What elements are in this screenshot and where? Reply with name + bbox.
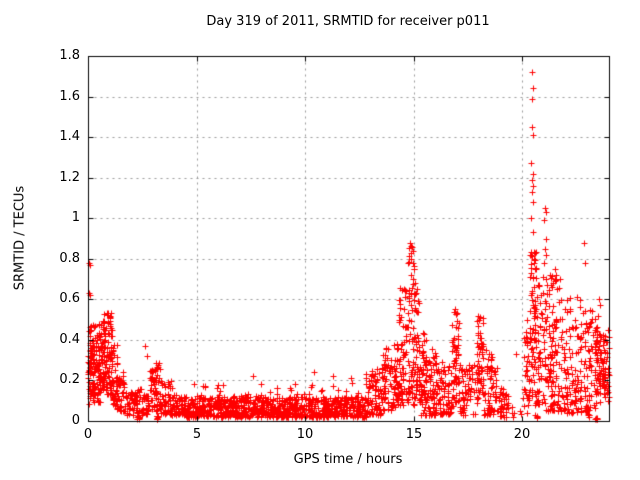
x-tick-label: 10: [296, 427, 314, 442]
y-tick-label: 0.2: [59, 372, 80, 387]
y-tick-label: 0.4: [59, 332, 80, 347]
y-tick-label: 0.8: [59, 251, 80, 266]
x-tick-label: 15: [405, 427, 423, 442]
y-axis-label: SRMTID / TECUs: [12, 185, 28, 291]
y-tick-label: 1.4: [59, 129, 80, 144]
y-tick-label: 1.8: [59, 48, 80, 63]
x-tick-label: 20: [513, 427, 531, 442]
y-tick-label: 1: [71, 210, 80, 225]
chart-title: Day 319 of 2011, SRMTID for receiver p01…: [206, 14, 490, 29]
y-tick-label: 0.6: [59, 291, 80, 306]
x-tick-label: 0: [83, 427, 93, 442]
y-tick-label: 0: [71, 413, 80, 428]
y-tick-label: 1.6: [59, 89, 80, 104]
y-tick-label: 1.2: [59, 170, 80, 185]
x-tick-label: 5: [192, 427, 202, 442]
x-axis-label: GPS time / hours: [293, 452, 403, 467]
